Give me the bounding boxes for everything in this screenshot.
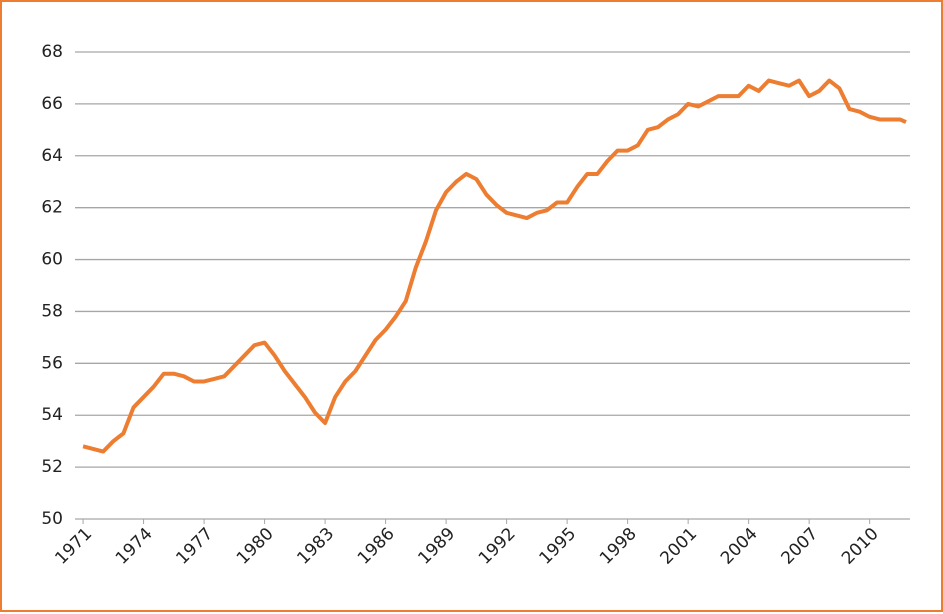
x-tick-label: 2004 xyxy=(717,524,762,569)
y-tick-label: 68 xyxy=(41,42,63,62)
x-tick-label: 1995 xyxy=(535,524,580,569)
x-tick-label: 1983 xyxy=(293,524,338,569)
y-tick-label: 62 xyxy=(41,198,63,218)
x-tick-label: 2007 xyxy=(777,524,822,569)
y-tick-label: 50 xyxy=(41,509,63,529)
x-tick-label: 1971 xyxy=(51,524,96,569)
y-tick-label: 66 xyxy=(41,94,63,114)
y-tick-label: 60 xyxy=(41,250,63,270)
y-tick-label: 56 xyxy=(41,353,63,373)
x-tick-label: 1980 xyxy=(233,524,278,569)
x-tick-label: 1998 xyxy=(596,524,641,569)
x-tick-label: 1986 xyxy=(354,524,399,569)
x-tick-label: 1992 xyxy=(475,524,520,569)
y-tick-label: 52 xyxy=(41,457,63,477)
y-tick-label: 54 xyxy=(41,405,63,425)
x-tick-label: 1977 xyxy=(172,524,217,569)
x-tick-label: 1989 xyxy=(414,524,459,569)
y-tick-label: 58 xyxy=(41,301,63,321)
x-tick-label: 2010 xyxy=(838,524,883,569)
x-tick-label: 1974 xyxy=(112,524,157,569)
series-line xyxy=(82,78,907,454)
y-tick-label: 64 xyxy=(41,146,63,166)
x-tick-label: 2001 xyxy=(656,524,701,569)
